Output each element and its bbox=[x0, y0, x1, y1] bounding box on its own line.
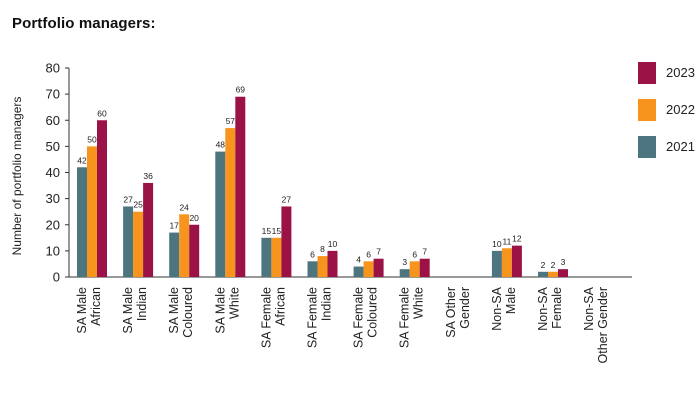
bar-2021 bbox=[538, 271, 548, 277]
data-label-2022: 6 bbox=[366, 249, 371, 259]
data-label-2023: 60 bbox=[97, 108, 107, 118]
bar-2022 bbox=[225, 128, 236, 277]
bar-2021 bbox=[261, 237, 272, 277]
bar-2021 bbox=[215, 151, 226, 277]
data-label-2022: 24 bbox=[179, 202, 189, 212]
bar-2021 bbox=[353, 266, 364, 277]
legend-swatch bbox=[638, 99, 656, 121]
legend-swatch bbox=[638, 62, 656, 84]
bar-2022 bbox=[87, 146, 97, 277]
x-tick-label: Non-SAMale bbox=[490, 286, 518, 330]
legend-swatch bbox=[638, 136, 656, 158]
y-tick-label: 80 bbox=[46, 61, 60, 76]
data-label-2021: 48 bbox=[216, 140, 226, 150]
data-label-2023: 27 bbox=[282, 194, 292, 204]
data-label-2023: 36 bbox=[143, 171, 153, 181]
bar-2022 bbox=[133, 211, 144, 277]
data-label-2022: 8 bbox=[320, 244, 325, 254]
data-label-2021: 2 bbox=[541, 260, 546, 270]
x-tick-label: SA MaleAfrican bbox=[75, 287, 103, 334]
data-label-2023: 7 bbox=[376, 247, 381, 257]
bar-2021 bbox=[491, 250, 502, 277]
x-tick-label: SA OtherGender bbox=[444, 287, 472, 338]
data-label-2022: 15 bbox=[272, 226, 282, 236]
bar-2021 bbox=[307, 261, 318, 277]
bar-2023 bbox=[143, 182, 154, 277]
bar-2022 bbox=[548, 271, 558, 277]
y-tick-label: 50 bbox=[46, 139, 60, 154]
y-tick-label: 0 bbox=[53, 270, 60, 285]
bar-2021 bbox=[123, 206, 134, 277]
y-axis-title: Number of portfolio managers bbox=[10, 97, 24, 256]
data-label-2023: 3 bbox=[561, 257, 566, 267]
data-label-2023: 10 bbox=[328, 239, 338, 249]
data-label-2021: 4 bbox=[356, 255, 361, 265]
y-tick-label: 70 bbox=[46, 87, 60, 102]
x-axis: SA MaleAfrican SA MaleIndian SA MaleColour… bbox=[69, 276, 632, 363]
y-tick-label: 30 bbox=[46, 191, 60, 206]
x-tick-label: SA FemaleIndian bbox=[306, 287, 334, 348]
x-tick-label: SA MaleColoured bbox=[167, 287, 195, 338]
data-label-2022: 50 bbox=[87, 134, 97, 144]
bar-2021 bbox=[169, 232, 180, 277]
data-label-2022: 6 bbox=[412, 249, 417, 259]
bar-2021 bbox=[77, 167, 87, 277]
data-label-2021: 6 bbox=[310, 249, 315, 259]
x-tick-label: SA FemaleWhite bbox=[398, 287, 426, 348]
bar-2022 bbox=[317, 256, 328, 277]
x-tick-label: Non-SAFemale bbox=[536, 286, 564, 330]
data-label-2023: 12 bbox=[512, 234, 522, 244]
bar-2023 bbox=[189, 224, 200, 277]
legend-label: 2023 bbox=[666, 65, 695, 80]
y-tick-label: 40 bbox=[46, 165, 60, 180]
legend-label: 2022 bbox=[666, 102, 695, 117]
data-label-2021: 3 bbox=[402, 257, 407, 267]
y-tick-label: 20 bbox=[46, 217, 60, 232]
data-label-2022: 57 bbox=[226, 116, 236, 126]
data-label-2021: 10 bbox=[492, 239, 502, 249]
bar-2023 bbox=[327, 250, 338, 277]
bar-2022 bbox=[501, 248, 512, 277]
data-label-2021: 42 bbox=[77, 155, 87, 165]
bar-2023 bbox=[373, 258, 384, 277]
data-label-2023: 69 bbox=[236, 85, 246, 95]
x-tick-label: SA FemaleAfrican bbox=[259, 287, 287, 348]
bar-2023 bbox=[97, 120, 107, 277]
bar-2023 bbox=[281, 206, 292, 277]
data-label-2022: 25 bbox=[133, 200, 143, 210]
x-tick-label: SA MaleIndian bbox=[121, 287, 149, 334]
bars bbox=[77, 96, 568, 277]
bar-2023 bbox=[558, 269, 568, 277]
data-label-2023: 20 bbox=[189, 213, 199, 223]
bar-2023 bbox=[511, 245, 522, 277]
data-label-2023: 7 bbox=[422, 247, 427, 257]
bar-2023 bbox=[419, 258, 430, 277]
bar-2022 bbox=[409, 261, 420, 277]
x-tick-label: Non-SAOther Gender bbox=[582, 286, 610, 363]
y-tick-label: 60 bbox=[46, 113, 60, 128]
bar-2022 bbox=[271, 237, 282, 277]
data-label-2021: 17 bbox=[169, 221, 179, 231]
data-label-2022: 11 bbox=[502, 236, 511, 246]
x-tick-label: SA FemaleColoured bbox=[352, 287, 380, 348]
legend-label: 2021 bbox=[666, 139, 695, 154]
bar-2021 bbox=[399, 269, 410, 277]
x-tick-label: SA MaleWhite bbox=[213, 287, 241, 334]
data-label-2022: 2 bbox=[551, 260, 556, 270]
data-label-2021: 15 bbox=[262, 226, 272, 236]
page-title: Portfolio managers: bbox=[12, 15, 156, 32]
bar-2023 bbox=[235, 96, 246, 277]
y-axis: 0 10 20 30 40 50 60 70 80 bbox=[46, 61, 70, 285]
bar-2022 bbox=[363, 261, 374, 277]
bar-2022 bbox=[179, 214, 190, 277]
y-tick-label: 10 bbox=[46, 243, 60, 258]
data-label-2021: 27 bbox=[123, 194, 133, 204]
